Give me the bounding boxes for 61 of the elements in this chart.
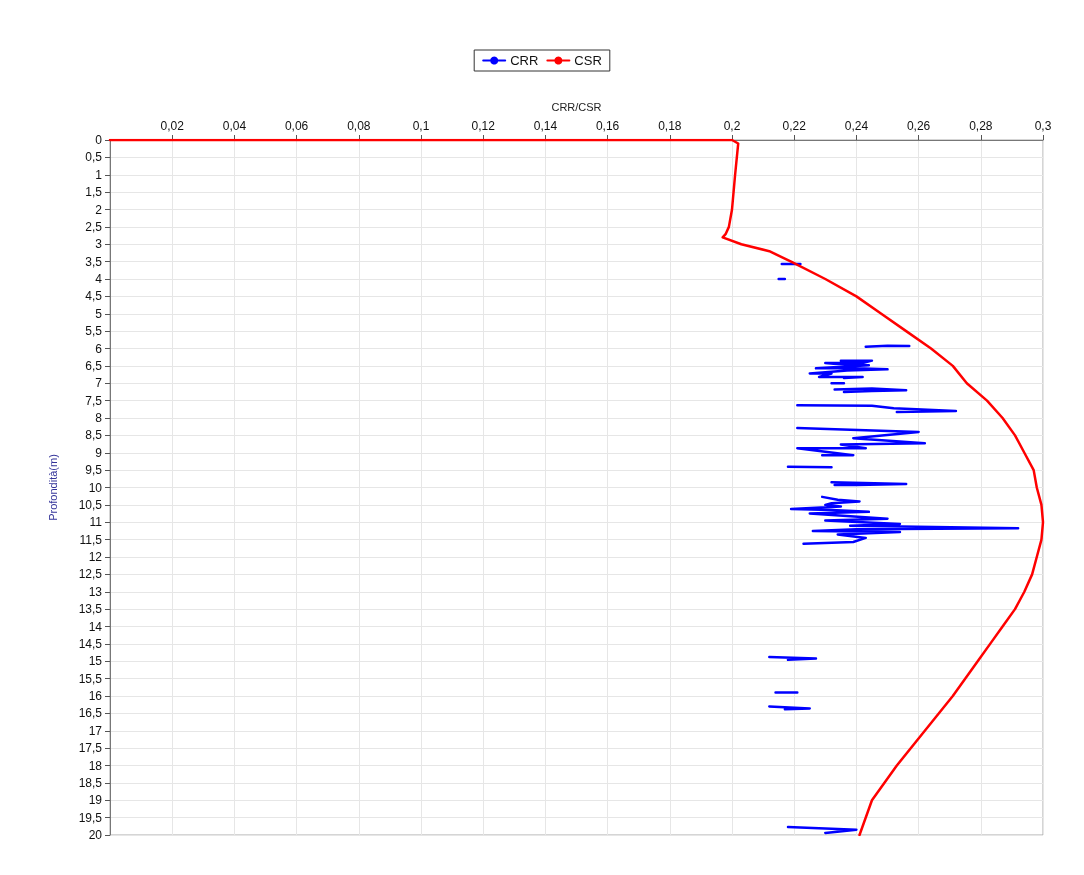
y-tick-label: 9,5: [85, 463, 103, 478]
y-tick-label: 5,5: [85, 324, 103, 339]
y-tick-label: 6: [95, 341, 103, 356]
y-tick-label: 10,5: [78, 497, 103, 512]
x-tick-label: 0,08: [347, 119, 371, 133]
y-tick-label: 8: [95, 411, 103, 425]
x-tick-label: 0,26: [906, 119, 931, 133]
y-tick-label: 5: [95, 306, 103, 321]
y-tick-label: 11,5: [79, 532, 103, 547]
y-tick-label: 0,5: [85, 150, 103, 165]
x-tick-label: 0,2: [723, 119, 741, 133]
y-tick-label: 2: [95, 202, 103, 217]
y-tick-label: 3,5: [85, 254, 103, 269]
y-tick-label: 16,5: [78, 706, 103, 721]
y-axis-title: Profondità(m): [46, 454, 59, 521]
y-tick-label: 3: [95, 237, 103, 252]
legend-label: CSR: [574, 53, 602, 68]
x-tick-label: 0,28: [969, 119, 993, 133]
y-tick-label: 13: [88, 584, 103, 599]
x-tick-label: 0,06: [284, 119, 309, 133]
y-tick-label: 13,5: [78, 602, 103, 617]
y-tick-label: 8,5: [85, 428, 103, 443]
x-tick-label: 0,16: [595, 119, 620, 133]
y-tick-label: 11: [89, 515, 103, 530]
y-tick-label: 17,5: [78, 741, 103, 756]
x-tick-label: 0,02: [160, 119, 185, 133]
y-tick-label: 14: [88, 619, 103, 634]
x-tick-label: 0,14: [533, 119, 558, 133]
y-tick-label: 12: [88, 550, 103, 564]
x-tick-label: 0,3: [1034, 119, 1052, 133]
y-tick-label: 6,5: [85, 358, 103, 373]
line-series: [108, 138, 1045, 837]
x-tick-label: 0,22: [782, 119, 807, 133]
y-tick-label: 1,5: [85, 185, 103, 200]
y-tick-label: 7,5: [85, 393, 103, 408]
y-tick-label: 4,5: [85, 289, 103, 304]
x-tick-label: 0,04: [222, 119, 247, 133]
y-tick-label: 2,5: [85, 219, 103, 234]
x-tick-label: 0,24: [844, 119, 869, 133]
y-tick-label: 7: [95, 376, 103, 391]
x-tick-label: 0,12: [471, 119, 496, 133]
y-tick-label: 14,5: [78, 636, 103, 651]
y-tick-label: 17: [88, 723, 103, 738]
y-tick-label: 19,5: [78, 810, 103, 825]
y-tick-label: 12,5: [78, 567, 103, 582]
y-tick-label: 4: [95, 272, 103, 286]
y-tick-label: 18,5: [78, 775, 103, 790]
y-tick-label: 9: [95, 445, 103, 460]
y-tick-label: 0: [95, 133, 103, 147]
x-tick-label: 0,1: [412, 119, 430, 133]
y-tick-label: 18: [88, 758, 103, 773]
y-tick-label: 19: [88, 793, 103, 808]
legend-label: CRR: [510, 53, 539, 68]
y-tick-label: 1: [95, 167, 103, 182]
x-axis-title: CRR/CSR: [551, 100, 602, 113]
y-tick-label: 20: [88, 828, 103, 842]
y-tick-label: 15: [88, 654, 103, 669]
y-tick-label: 10: [88, 480, 103, 495]
y-tick-label: 16: [88, 689, 103, 703]
y-tick-label: 15,5: [78, 671, 103, 686]
x-tick-label: 0,18: [658, 119, 682, 133]
